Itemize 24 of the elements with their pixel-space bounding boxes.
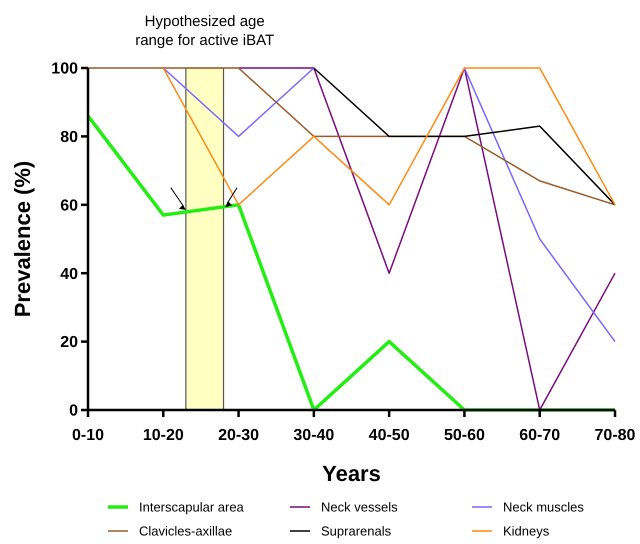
legend-label: Neck vessels — [321, 500, 398, 515]
y-tick-label: 100 — [51, 60, 78, 78]
y-tick-label: 0 — [69, 402, 78, 420]
legend-label: Clavicles-axillae — [139, 524, 232, 539]
x-tick-label: 0-10 — [72, 427, 104, 444]
x-tick-label: 10-20 — [142, 427, 184, 444]
legend-label: Interscapular area — [139, 500, 245, 515]
x-tick-label: 70-80 — [594, 427, 636, 444]
x-tick-label: 60-70 — [519, 427, 560, 444]
legend-label: Suprarenals — [321, 524, 392, 539]
band-label: Hypothesized age range for active iBAT — [135, 13, 274, 49]
x-tick-label: 50-60 — [444, 427, 485, 444]
y-tick-label: 60 — [60, 197, 78, 214]
legend-label: Neck muscles — [503, 500, 584, 515]
y-tick-label: 80 — [60, 129, 78, 146]
legend-label: Kidneys — [503, 524, 550, 539]
x-tick-label: 40-50 — [368, 427, 410, 444]
y-axis-title: Prevalence (%) — [10, 160, 35, 318]
line-series — [313, 67, 616, 206]
x-tick-label: 20-30 — [218, 427, 260, 444]
x-axis-title: Years — [322, 461, 381, 486]
y-tick-label: 20 — [60, 334, 78, 352]
x-tick-label: 30-40 — [293, 427, 334, 444]
y-tick-label: 40 — [60, 266, 78, 283]
